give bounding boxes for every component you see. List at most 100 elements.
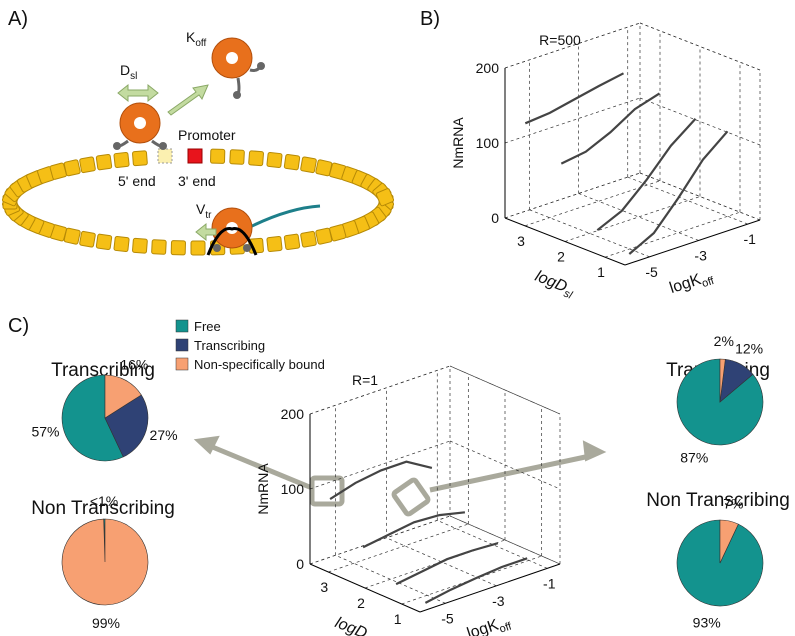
z-tick-label: 200 <box>281 406 305 422</box>
dna-bead <box>95 233 113 250</box>
legend-swatch <box>175 338 189 352</box>
x-tick-label: -3 <box>694 247 707 263</box>
label: D <box>120 62 130 78</box>
legend-label: Free <box>194 319 221 334</box>
five-end-label: 5' end <box>118 173 156 189</box>
z-tick-label: 100 <box>476 135 500 151</box>
dna-bead <box>95 154 113 171</box>
pie-value-label: 7% <box>723 495 743 511</box>
chart-title: R=500 <box>539 32 581 48</box>
data-line <box>395 542 499 586</box>
pie-value-label: 93% <box>693 615 721 631</box>
z-axis-label: NmRNA <box>450 117 466 169</box>
y-tick-label: 1 <box>394 611 402 627</box>
y-tick-label: 2 <box>557 249 565 265</box>
protein-unbound <box>211 37 265 99</box>
dna-bead <box>132 237 148 254</box>
promoter-bead <box>187 148 203 164</box>
dna-bead <box>283 154 301 171</box>
three-end-label: 3' end <box>178 173 216 189</box>
koff-label: Koff <box>186 29 207 49</box>
pie-slice <box>61 518 149 606</box>
data-line <box>560 92 661 165</box>
data-line <box>524 72 625 125</box>
z-tick-label: 0 <box>296 556 304 572</box>
dna-bead <box>190 240 206 256</box>
z-tick-label: 200 <box>476 60 500 76</box>
pie-value-label: 27% <box>150 427 178 443</box>
grid-line <box>564 196 701 242</box>
y-tick-label: 3 <box>320 579 328 595</box>
legend-swatch <box>175 357 189 371</box>
x-axis-label: logKoff <box>668 267 717 300</box>
pie-value-label: <1% <box>90 493 118 509</box>
x-axis <box>419 563 561 613</box>
panel-label: C) <box>8 315 29 337</box>
legend: Free Transcribing Non-specifically bound <box>175 319 325 372</box>
x-axis <box>624 219 761 266</box>
pie-value-label: 12% <box>735 340 763 356</box>
grid-line <box>309 365 451 415</box>
label: V <box>196 201 206 217</box>
data-line <box>329 460 433 501</box>
vtr-arrow <box>195 222 217 242</box>
z-axis-label: NmRNA <box>255 463 271 515</box>
pie-value-label: 2% <box>714 333 734 349</box>
label-sub: off <box>700 275 716 290</box>
label-sub: sl <box>362 634 374 636</box>
dna-bead <box>79 230 96 248</box>
label-sub: sl <box>130 71 137 82</box>
y-axis-label: logDsl <box>331 614 377 636</box>
x-tick-label: -5 <box>441 610 454 626</box>
x-tick-label: -3 <box>492 593 505 609</box>
x-tick-label: -5 <box>645 264 658 280</box>
label: logK <box>668 271 704 297</box>
dna-bead <box>300 230 317 248</box>
label-sub: off <box>195 38 206 49</box>
dna-bead <box>315 227 333 245</box>
panel-label: B) <box>420 8 440 30</box>
panel-label: A) <box>8 8 28 30</box>
dsl-label: Dsl <box>120 62 137 82</box>
grid-line <box>328 523 469 573</box>
dna-bead <box>283 233 301 250</box>
data-line <box>424 557 528 604</box>
y-tick-label: 3 <box>517 233 525 249</box>
x-tick-label: -1 <box>744 231 757 247</box>
legend-swatch <box>175 319 189 333</box>
dna-bead <box>79 156 96 174</box>
dna-bead <box>229 149 245 165</box>
label: logK <box>465 616 501 636</box>
promoter-label: Promoter <box>178 127 236 143</box>
vtr-label: Vtr <box>196 201 212 221</box>
grid-line <box>578 193 699 241</box>
diffusion-arrow <box>117 83 159 103</box>
pie-value-label: 99% <box>92 615 120 631</box>
y-axis <box>504 217 626 266</box>
dna-bead <box>375 188 395 207</box>
dna-bead <box>266 151 283 168</box>
dna-bead <box>63 159 81 177</box>
pie-title: Transcribing <box>51 360 155 381</box>
pie-value-label: 57% <box>31 423 59 439</box>
label-sub: tr <box>205 210 212 221</box>
protein-transcribing <box>206 204 321 256</box>
dna-bead <box>170 240 186 256</box>
label: K <box>186 29 196 45</box>
legend-label: Non-specifically bound <box>194 357 325 372</box>
label: logD <box>333 614 370 636</box>
dna-bead <box>300 156 317 174</box>
pie-value-label: 87% <box>680 449 708 465</box>
y-tick-label: 2 <box>357 595 365 611</box>
chart-title: R=1 <box>352 372 378 388</box>
pie-value-label: 16% <box>120 357 148 373</box>
dna-bead <box>266 236 283 253</box>
dna-bead <box>113 236 130 253</box>
data-line <box>628 130 729 255</box>
y-tick-label: 1 <box>597 264 605 280</box>
dna-bead <box>210 148 226 164</box>
z-tick-label: 100 <box>281 481 305 497</box>
y-axis <box>309 563 421 613</box>
data-line <box>596 118 697 232</box>
dna-bead <box>248 150 264 167</box>
